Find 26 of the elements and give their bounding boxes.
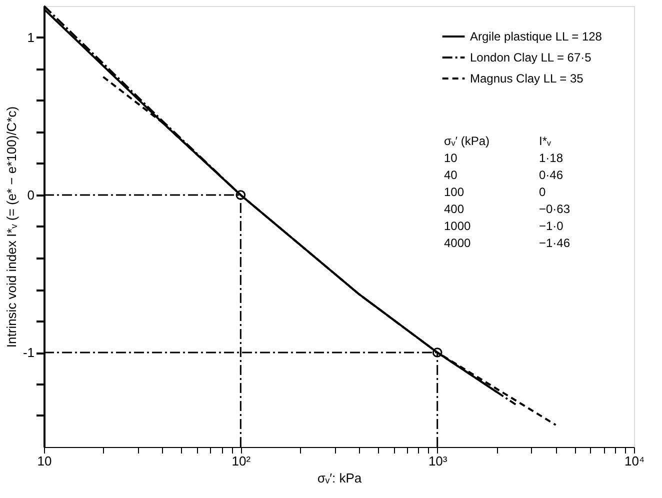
annotation: 4000 bbox=[444, 236, 472, 250]
annotation: I*ᵥ bbox=[539, 134, 552, 148]
x-tick-label: 10³ bbox=[428, 454, 448, 468]
y-tick-label: -1 bbox=[22, 345, 34, 360]
x-axis-title: σᵥ′: kPa bbox=[317, 470, 362, 486]
legend-label: Magnus Clay LL = 35 bbox=[470, 72, 584, 86]
y-tick-label: 1 bbox=[27, 30, 34, 45]
x-tick-label: 10² bbox=[232, 454, 252, 468]
annotation: 1·18 bbox=[539, 151, 564, 165]
annotation: 1000 bbox=[444, 219, 472, 233]
annotation: −0·63 bbox=[539, 202, 570, 216]
annotation: 40 bbox=[444, 168, 458, 182]
annotation: 0·46 bbox=[539, 168, 564, 182]
x-tick-label: 10 bbox=[37, 454, 52, 468]
annotation: 10 bbox=[444, 151, 458, 165]
y-axis-title: Intrinsic void index I*ᵥ (= (e* − e*100)/C*c) bbox=[4, 106, 19, 348]
annotation: σᵥ′ (kPa) bbox=[444, 134, 490, 148]
annotation: 0 bbox=[539, 185, 546, 199]
annotation: −1·0 bbox=[539, 219, 564, 233]
y-tick-label: 0 bbox=[27, 188, 34, 202]
annotation: 100 bbox=[444, 185, 464, 199]
x-tick-label: 10⁴ bbox=[624, 454, 645, 468]
annotation: −1·46 bbox=[539, 236, 570, 250]
legend-label: London Clay LL = 67·5 bbox=[470, 50, 592, 64]
legend-label: Argile plastique LL = 128 bbox=[470, 30, 602, 44]
annotation: 400 bbox=[444, 202, 464, 216]
